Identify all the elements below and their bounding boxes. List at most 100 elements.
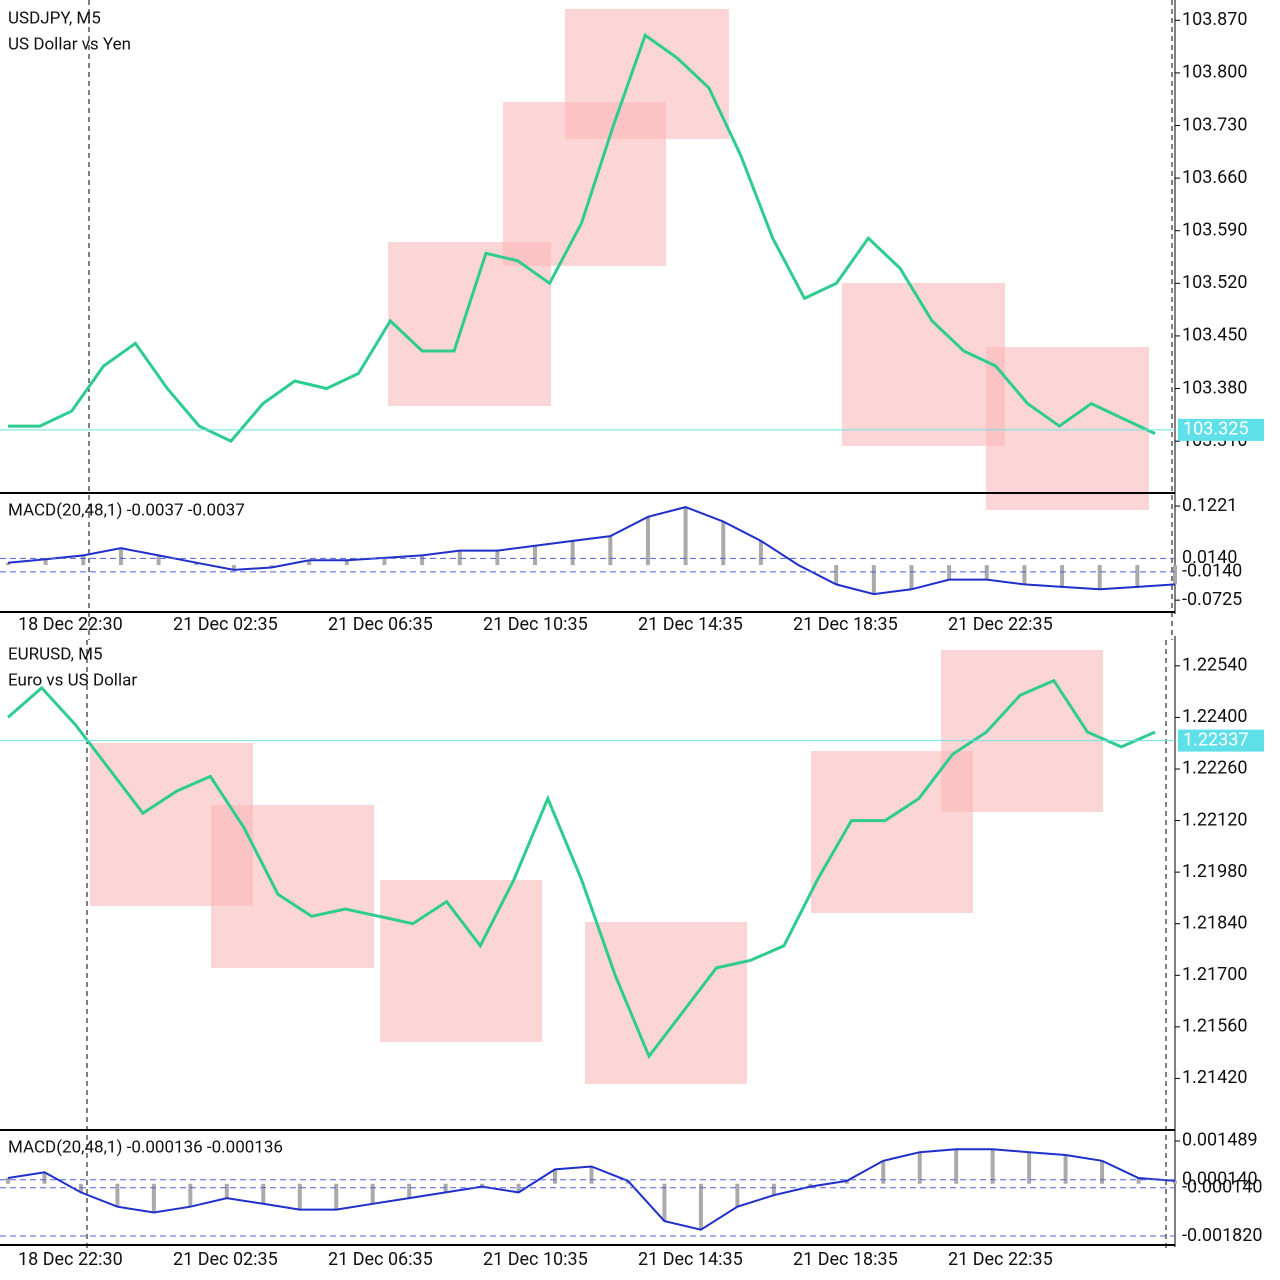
current-price-box xyxy=(1178,729,1264,752)
macd-bar xyxy=(771,1183,776,1196)
zone xyxy=(941,650,1103,812)
price-label: 1.22540 xyxy=(1182,655,1247,676)
macd-bar xyxy=(844,1180,849,1184)
price-line xyxy=(7,678,1156,1060)
macd-bar xyxy=(834,565,839,585)
macd-label: MACD(20,48,1) -0.000136 -0.000136 xyxy=(8,1137,283,1157)
price-label: 1.21980 xyxy=(1182,861,1247,882)
time-label: 21 Dec 02:35 xyxy=(173,614,278,635)
macd-bar xyxy=(344,560,349,566)
time-label: 21 Dec 18:35 xyxy=(793,614,898,635)
price-label: 1.21700 xyxy=(1182,964,1247,985)
macd-bar xyxy=(6,1178,10,1184)
macd-bar xyxy=(1022,565,1027,585)
macd-bar xyxy=(382,557,387,566)
zone xyxy=(388,242,551,406)
zone xyxy=(585,922,747,1084)
macd-bar xyxy=(516,1183,521,1193)
macd-tick-label: 0.001489 xyxy=(1182,1130,1258,1151)
macd-bar xyxy=(42,1172,47,1184)
macd-tick-label: -0.001820 xyxy=(1182,1225,1263,1246)
macd-bar xyxy=(990,1149,995,1184)
time-label: 21 Dec 06:35 xyxy=(328,614,433,635)
price-label: 1.21420 xyxy=(1182,1067,1247,1088)
macd-bar xyxy=(420,555,425,566)
macd-bar xyxy=(43,559,48,566)
price-label: 103.380 xyxy=(1182,377,1247,398)
macd-bar xyxy=(984,565,989,580)
macd-tick-label: 0.1221 xyxy=(1182,495,1237,516)
macd-bar xyxy=(1173,565,1177,585)
macd-bar xyxy=(1063,1155,1068,1184)
macd-bar xyxy=(947,565,952,580)
time-label: 21 Dec 22:35 xyxy=(948,614,1053,635)
macd-bar xyxy=(721,521,726,566)
price-label: 103.870 xyxy=(1182,9,1247,30)
price-label: 103.590 xyxy=(1182,219,1247,240)
macd-bar xyxy=(81,555,86,566)
macd-bar xyxy=(1136,1178,1141,1184)
macd-bar xyxy=(1097,565,1102,590)
macd-bar xyxy=(662,1183,667,1222)
zone xyxy=(842,283,1005,446)
time-label: 21 Dec 14:35 xyxy=(638,614,743,635)
macd-tick-label: -0.000140 xyxy=(1182,1177,1263,1198)
macd-bar xyxy=(881,1160,886,1184)
macd-tick-label: 0.0140 xyxy=(1182,547,1237,568)
current-price: 1.22337 xyxy=(1183,729,1248,750)
zone xyxy=(503,102,666,266)
macd-bar xyxy=(194,562,199,566)
macd-bar xyxy=(6,562,10,566)
macd-bar xyxy=(115,1183,120,1207)
description: Euro vs US Dollar xyxy=(8,670,137,690)
macd-bar xyxy=(261,1183,266,1204)
macd-bar xyxy=(1060,565,1065,587)
macd-bar xyxy=(553,1169,558,1184)
price-line xyxy=(8,32,1156,443)
current-price-box xyxy=(1178,418,1264,441)
time-label: 21 Dec 22:35 xyxy=(948,1249,1053,1270)
time-label: 21 Dec 06:35 xyxy=(328,1249,433,1270)
symbol: USDJPY, M5 xyxy=(8,8,101,28)
macd-tick-label: -0.0725 xyxy=(1182,589,1242,610)
macd-bar xyxy=(156,555,161,566)
price-label: 103.520 xyxy=(1182,272,1247,293)
macd-tick-label: -0.0140 xyxy=(1182,561,1242,582)
price-label: 103.450 xyxy=(1182,325,1247,346)
macd-tick-label: 0.000140 xyxy=(1182,1168,1258,1189)
macd-bar xyxy=(758,540,763,566)
macd-bar xyxy=(1135,565,1140,587)
macd-bar xyxy=(407,1183,412,1199)
macd-line xyxy=(7,506,1176,596)
macd-bar xyxy=(118,548,123,566)
macd-bar xyxy=(698,1183,703,1230)
macd-bar xyxy=(224,1183,229,1199)
time-label: 21 Dec 14:35 xyxy=(638,1249,743,1270)
macd-bar xyxy=(1173,1180,1177,1184)
time-label: 18 Dec 22:30 xyxy=(18,1249,123,1270)
macd-bar xyxy=(151,1183,156,1213)
price-label: 1.22120 xyxy=(1182,809,1247,830)
macd-bar xyxy=(589,1166,594,1184)
macd-bar xyxy=(608,536,613,566)
zone xyxy=(380,880,542,1042)
time-label: 21 Dec 10:35 xyxy=(483,1249,588,1270)
macd-label: MACD(20,48,1) -0.0037 -0.0037 xyxy=(8,500,245,520)
macd-line xyxy=(7,1148,1176,1231)
macd-bar xyxy=(570,540,575,566)
time-label: 18 Dec 22:30 xyxy=(18,614,123,635)
price-label: 103.730 xyxy=(1182,114,1247,135)
macd-bar xyxy=(533,545,538,566)
macd-bar xyxy=(735,1183,740,1207)
description: US Dollar vs Yen xyxy=(8,34,131,54)
macd-bar xyxy=(457,550,462,566)
macd-bar xyxy=(1027,1152,1032,1184)
price-label: 1.21840 xyxy=(1182,912,1247,933)
macd-bar xyxy=(909,565,914,590)
macd-bar xyxy=(307,560,312,566)
price-label: 1.21560 xyxy=(1182,1016,1247,1037)
symbol: EURUSD, M5 xyxy=(8,644,103,664)
macd-bar xyxy=(645,516,650,566)
macd-bar xyxy=(334,1183,339,1210)
